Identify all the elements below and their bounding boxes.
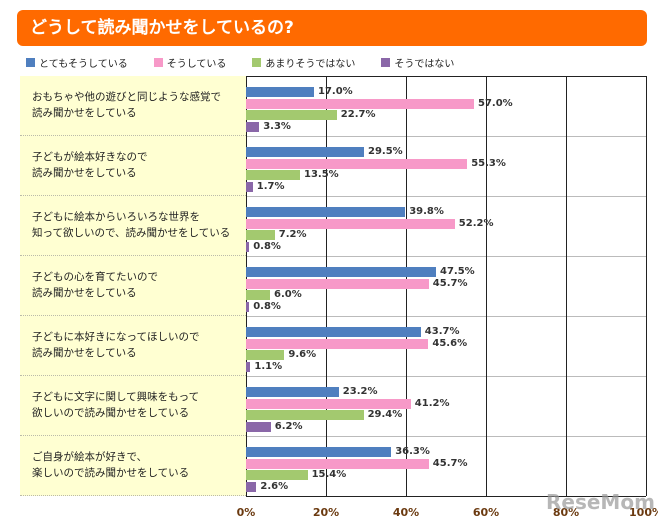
x-tick-label: 0% — [236, 506, 256, 519]
bar — [246, 241, 250, 252]
bar — [246, 338, 429, 349]
data-label: 22.7% — [340, 109, 376, 120]
legend-swatch — [381, 58, 391, 67]
axis-bottom — [246, 496, 646, 497]
gridline-v — [566, 76, 567, 496]
legend: とてもそうしている そうしている あまりそうではない そうではない — [26, 55, 480, 70]
bar — [246, 410, 364, 420]
data-label: 0.8% — [253, 300, 281, 312]
chart-title: どうして読み聞かせをしているの? — [17, 10, 647, 46]
data-label: 36.3% — [395, 446, 430, 457]
gridline-h — [246, 196, 646, 197]
gridline-v — [646, 76, 647, 496]
legend-label: とてもそうしている — [39, 59, 128, 70]
bar — [246, 301, 250, 312]
gridline-h — [246, 136, 646, 137]
data-label: 7.2% — [278, 229, 307, 240]
gridline-h — [246, 376, 646, 377]
bar — [246, 158, 468, 169]
legend-swatch — [26, 58, 35, 67]
data-label: 29.4% — [367, 409, 403, 420]
bar — [246, 350, 285, 360]
data-label: 39.8% — [409, 206, 444, 217]
data-label: 0.8% — [253, 240, 281, 252]
bar — [246, 207, 406, 217]
watermark-logo: ReseMom — [546, 490, 655, 514]
bar — [246, 87, 314, 97]
axis-top — [246, 76, 646, 77]
data-label: 47.5% — [440, 266, 475, 277]
data-label: 13.5% — [304, 169, 339, 180]
bar — [246, 230, 275, 240]
data-label: 41.2% — [414, 397, 450, 409]
data-label: 3.3% — [263, 120, 291, 132]
bar — [246, 481, 257, 492]
bar — [246, 147, 364, 157]
data-label: 2.6% — [260, 480, 289, 492]
bar — [246, 218, 455, 229]
x-tick-label: 20% — [312, 506, 340, 519]
bar — [246, 121, 260, 132]
bar — [246, 387, 339, 397]
bar — [246, 110, 337, 120]
legend-item: そうではない — [381, 55, 454, 70]
category-label: 子どもの心を育てたいので 読み聞かせをしている — [20, 256, 246, 316]
bar — [246, 181, 253, 192]
bar — [246, 458, 429, 469]
data-label: 15.4% — [311, 469, 347, 480]
data-label: 6.2% — [274, 420, 303, 432]
data-label: 52.2% — [458, 217, 494, 229]
data-label: 43.7% — [424, 326, 460, 337]
bar — [246, 327, 421, 337]
x-tick-label: 60% — [472, 506, 500, 519]
legend-label: そうではない — [394, 59, 455, 70]
data-label: 9.6% — [288, 349, 317, 360]
bar — [246, 421, 271, 432]
data-label: 6.0% — [274, 289, 302, 300]
category-label: 子どもが絵本好きなので 読み聞かせをしている — [20, 136, 246, 196]
x-tick-label: 80% — [552, 506, 580, 519]
legend-item: あまりそうではない — [252, 55, 355, 70]
bar — [246, 290, 270, 300]
bar — [246, 447, 392, 457]
legend-item: そうしている — [153, 55, 227, 70]
legend-swatch — [252, 58, 262, 67]
category-label: 子どもに絵本からいろいろな世界を 知って欲しいので、読み聞かせをしている — [20, 196, 246, 256]
legend-item: とてもそうしている — [26, 55, 128, 70]
gridline-h — [246, 256, 646, 257]
data-label: 17.0% — [318, 86, 353, 97]
data-label: 45.7% — [432, 277, 468, 289]
category-label: おもちゃや他の遊びと同じような感覚で 読み聞かせをしている — [20, 76, 246, 136]
data-label: 1.7% — [256, 180, 285, 192]
data-label: 45.7% — [432, 457, 468, 469]
x-tick-label: 40% — [392, 506, 420, 519]
bar — [246, 361, 251, 372]
bar — [246, 470, 308, 480]
data-label: 1.1% — [254, 360, 283, 372]
data-label: 57.0% — [478, 97, 513, 109]
gridline-h — [246, 316, 646, 317]
legend-label: あまりそうではない — [265, 59, 356, 70]
data-label: 29.5% — [368, 146, 403, 157]
legend-label: そうしている — [166, 59, 227, 70]
data-label: 23.2% — [342, 386, 378, 397]
category-label: 子どもに本好きになってほしいので 読み聞かせをしている — [20, 316, 246, 376]
legend-swatch — [153, 58, 163, 67]
bar — [246, 267, 436, 277]
data-label: 55.3% — [471, 157, 506, 169]
bar — [246, 398, 411, 409]
category-label: ご自身が絵本が好きで、 楽しいので読み聞かせをしている — [20, 436, 246, 496]
bar — [246, 278, 429, 289]
data-label: 45.6% — [432, 337, 468, 349]
bar — [246, 170, 300, 180]
x-tick-label: 100% — [629, 506, 658, 519]
gridline-h — [246, 436, 646, 437]
category-label: 子どもに文字に関して興味をもって 欲しいので読み聞かせをしている — [20, 376, 246, 436]
gridline-v — [486, 76, 487, 496]
bar — [246, 98, 474, 109]
